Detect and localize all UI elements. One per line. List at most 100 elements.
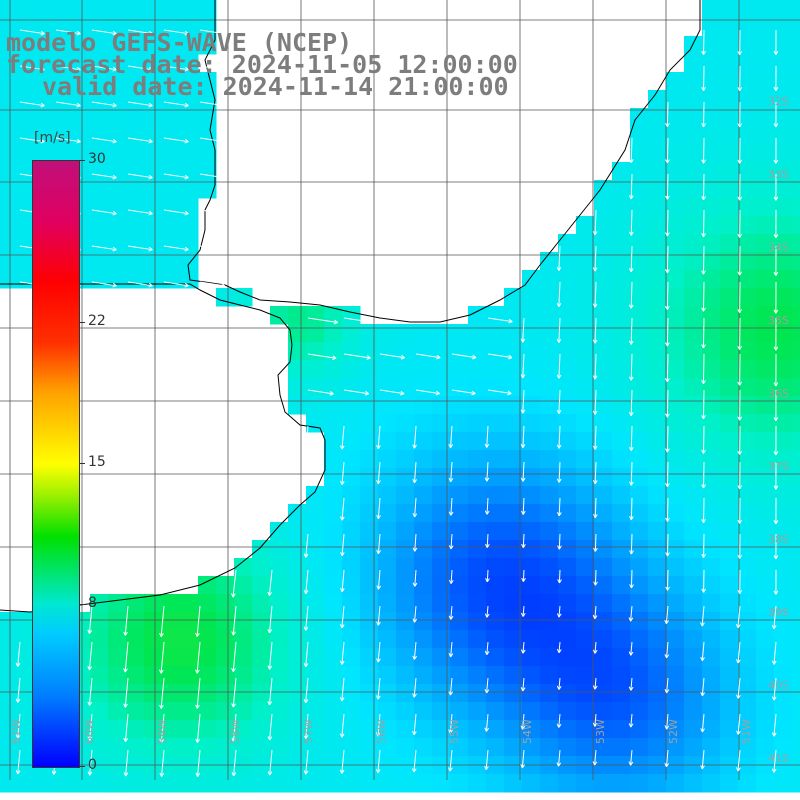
wind-speed-cell [324, 594, 343, 613]
wind-speed-cell [612, 324, 631, 343]
wind-speed-cell [558, 450, 577, 469]
wind-speed-cell [720, 198, 739, 217]
wind-speed-cell [18, 612, 37, 631]
latitude-label: 33S [768, 168, 789, 181]
wind-speed-cell [738, 216, 757, 235]
wind-speed-cell [360, 648, 379, 667]
wind-arrow [267, 641, 273, 670]
wind-speed-cell [702, 360, 721, 379]
wind-speed-cell [792, 414, 800, 433]
wind-arrow [701, 245, 706, 275]
wind-speed-cell [342, 486, 361, 505]
wind-speed-cell [612, 288, 631, 307]
wind-speed-cell [540, 288, 559, 307]
wind-speed-cell [324, 414, 343, 433]
wind-speed-cell [720, 666, 739, 685]
wind-speed-cell [756, 18, 775, 37]
wind-speed-cell [738, 414, 757, 433]
wind-speed-cell [774, 90, 793, 109]
wind-speed-cell [792, 774, 800, 793]
wind-speed-cell [378, 594, 397, 613]
wind-speed-cell [702, 504, 721, 523]
wind-speed-cell [612, 306, 631, 325]
wind-speed-cell [792, 684, 800, 703]
wind-speed-cell [738, 774, 757, 793]
wind-arrow [87, 749, 93, 776]
wind-speed-cell [378, 702, 397, 721]
wind-speed-cell [774, 522, 793, 541]
wind-speed-cell [702, 684, 721, 703]
wind-arrow [231, 605, 237, 636]
wind-speed-cell [36, 144, 55, 163]
wind-speed-cell [108, 630, 127, 649]
wind-speed-cell [576, 738, 595, 757]
wind-speed-cell [612, 234, 631, 253]
wind-speed-cell [468, 540, 487, 559]
wind-speed-cell [486, 684, 505, 703]
wind-arrow [593, 569, 598, 586]
wind-arrow [665, 569, 670, 591]
wind-speed-cell [90, 738, 109, 757]
wind-speed-cell [792, 126, 800, 145]
wind-arrow [412, 713, 417, 736]
wind-speed-cell [54, 36, 73, 55]
wind-speed-cell [648, 576, 667, 595]
wind-speed-cell [648, 774, 667, 793]
wind-arrow [343, 353, 371, 360]
wind-speed-cell [450, 414, 469, 433]
wind-speed-cell [522, 594, 541, 613]
wind-arrow [376, 605, 381, 626]
wind-speed-cell [342, 522, 361, 541]
wind-speed-cell [648, 270, 667, 289]
wind-speed-cell [396, 738, 415, 757]
wind-arrow [412, 605, 418, 623]
wind-speed-cell [144, 162, 163, 181]
wind-speed-cell [738, 558, 757, 577]
wind-speed-cell [144, 612, 163, 631]
wind-arrow [484, 497, 490, 515]
wind-speed-cell [774, 216, 793, 235]
wind-arrow [520, 389, 526, 414]
wind-arrow [91, 281, 117, 288]
wind-speed-cell [774, 0, 793, 19]
wind-speed-cell [324, 702, 343, 721]
wind-arrow [557, 569, 562, 584]
wind-speed-cell [540, 432, 559, 451]
wind-speed-cell [450, 774, 469, 793]
wind-speed-cell [684, 558, 703, 577]
wind-arrow [592, 209, 598, 236]
wind-speed-cell [774, 702, 793, 721]
latitude-label: 40S [768, 679, 789, 692]
wind-speed-cell [720, 144, 739, 163]
wind-speed-cell [396, 486, 415, 505]
wind-arrow [163, 281, 189, 288]
wind-speed-cell [360, 774, 379, 793]
wind-speed-cell [450, 576, 469, 595]
wind-speed-cell [432, 774, 451, 793]
wind-arrow [91, 137, 117, 144]
wind-speed-cell [144, 144, 163, 163]
wind-speed-cell [684, 324, 703, 343]
wind-speed-cell [234, 684, 253, 703]
wind-arrow [556, 497, 562, 517]
wind-arrow [485, 533, 490, 548]
wind-speed-cell [180, 198, 199, 217]
wind-arrow [375, 677, 381, 700]
wind-speed-cell [504, 630, 523, 649]
longitude-label: 56W [375, 719, 388, 744]
wind-speed-cell [738, 126, 757, 145]
wind-arrow [556, 461, 562, 483]
wind-speed-cell [378, 504, 397, 523]
wind-speed-cell [648, 162, 667, 181]
wind-speed-cell [630, 522, 649, 541]
wind-speed-cell [756, 180, 775, 199]
wind-speed-cell [414, 360, 433, 379]
wind-speed-cell [144, 666, 163, 685]
wind-speed-cell [702, 162, 721, 181]
wind-speed-cell [396, 540, 415, 559]
wind-arrow [127, 209, 153, 216]
wind-arrow [629, 533, 634, 555]
wind-speed-cell [342, 684, 361, 703]
wind-speed-cell [72, 774, 91, 793]
wind-speed-cell [702, 288, 721, 307]
